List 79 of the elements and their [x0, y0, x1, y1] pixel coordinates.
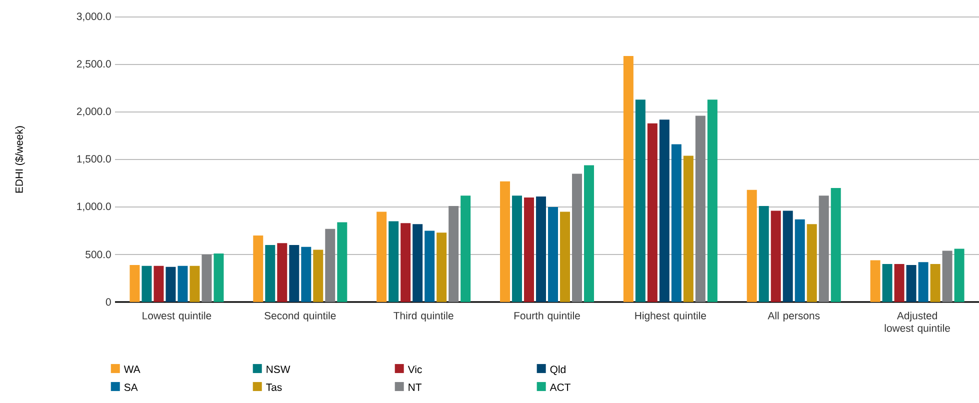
legend-label: Tas [266, 384, 282, 391]
bar [560, 212, 570, 302]
bar [325, 228, 336, 302]
bar [424, 230, 435, 302]
x-tick-label: Highest quintile [635, 312, 706, 322]
x-tick-label: All persons [768, 312, 820, 322]
bar [930, 264, 940, 302]
bar [942, 250, 952, 302]
bar [882, 264, 892, 302]
bar [178, 266, 188, 302]
x-tick-label: Second quintile [264, 312, 336, 322]
y-tick-label: 1,000.0 [77, 202, 111, 212]
bar [548, 207, 558, 302]
bar [460, 196, 471, 302]
y-tick-label: 1,500.0 [77, 155, 111, 164]
bar [746, 190, 757, 302]
y-tick-label: 0 [106, 298, 111, 306]
x-tick-label: Fourth quintile [514, 312, 580, 322]
y-tick-label: 2,000.0 [76, 108, 111, 116]
x-tick-label: Third quintile [394, 312, 454, 322]
bar [166, 266, 176, 302]
bar [524, 198, 534, 302]
bar [190, 266, 200, 302]
bar [253, 236, 264, 302]
bar [695, 116, 706, 302]
legend-label: NT [408, 384, 422, 391]
bar [659, 120, 670, 302]
bar [388, 221, 399, 302]
bar [954, 248, 964, 302]
bar [500, 181, 510, 302]
bar [707, 100, 718, 302]
bar [400, 223, 411, 302]
bar [758, 206, 769, 302]
bar [376, 212, 387, 302]
bar [154, 266, 164, 302]
bar [894, 264, 904, 302]
bar [647, 123, 658, 302]
bar [313, 250, 324, 302]
bar [584, 165, 594, 302]
bar [906, 264, 916, 302]
legend-label: SA [124, 384, 138, 392]
bar [635, 100, 646, 302]
bar [770, 210, 781, 302]
bar [671, 144, 682, 302]
bar [265, 245, 276, 302]
bar [289, 245, 300, 302]
y-axis-title: EDHI ($/week) [15, 126, 25, 193]
y-tick-label: 500.0 [86, 250, 111, 258]
legend-label: Qld [550, 365, 566, 376]
x-tick-label: Lowest quintile [142, 312, 212, 322]
bar [202, 254, 212, 302]
bar [301, 246, 312, 302]
bar [337, 222, 348, 302]
bar [806, 224, 817, 302]
legend-label: Vic [408, 365, 422, 374]
bar [277, 243, 288, 302]
bar [870, 260, 880, 302]
bar [794, 219, 805, 302]
bar [536, 196, 546, 302]
bar [830, 188, 841, 302]
bar [782, 210, 793, 302]
bar [918, 262, 928, 302]
legend-label: ACT [550, 384, 570, 392]
bar [436, 232, 447, 302]
bar [572, 174, 582, 302]
bar [512, 196, 522, 302]
y-tick-label: 2,500.0 [76, 60, 111, 69]
bar [623, 56, 634, 302]
bar [412, 224, 423, 302]
bar [130, 264, 140, 302]
y-tick-label: 3,000.0 [76, 12, 111, 22]
bar [683, 156, 694, 302]
legend-label: WA [124, 366, 140, 373]
x-tick-label: Adjusted lowest quintile [884, 312, 950, 334]
bar [214, 254, 224, 302]
bar [448, 206, 459, 302]
bar [818, 196, 829, 302]
bar [142, 266, 152, 302]
legend-label: NSW [266, 366, 290, 374]
